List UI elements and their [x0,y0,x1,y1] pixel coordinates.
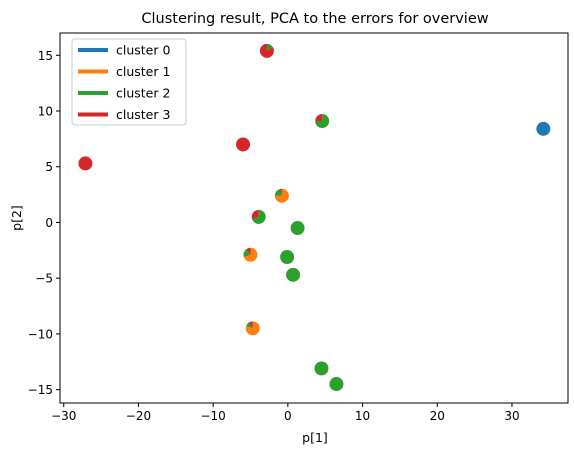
x-tick-label: 0 [284,409,292,423]
point-slice-cluster-0 [536,121,551,136]
x-tick-label: 10 [355,409,370,423]
point-slice-cluster-3 [259,43,274,58]
point-slice-cluster-3 [279,188,282,196]
point-slice-cluster-3 [248,321,253,329]
x-tick-label: −30 [51,409,76,423]
point-slice-cluster-2 [329,377,344,392]
data-point [245,321,260,336]
point-slice-cluster-2 [252,209,266,224]
data-point [290,221,305,236]
legend-box [71,38,187,126]
data-point [314,361,329,376]
point-slice-cluster-3 [236,137,251,152]
point-slice-cluster-1 [245,321,260,336]
data-point [259,43,274,58]
point-slice-cluster-2 [266,43,273,51]
chart-title: Clustering result, PCA to the errors for… [141,11,488,27]
y-tick-label: −10 [28,327,53,341]
data-point [243,247,258,262]
data-point [251,209,266,224]
y-tick-label: −15 [28,383,53,397]
point-slice-cluster-3 [315,114,323,122]
data-point [78,156,93,171]
point-slice-cluster-2 [246,322,253,329]
x-tick-label: 20 [430,409,445,423]
data-point [274,188,289,203]
point-slice-cluster-3 [251,209,259,220]
point-slice-cluster-2 [280,250,295,265]
data-point [329,377,344,392]
legend-label: cluster 0 [116,43,170,58]
x-tick-label: 30 [504,409,519,423]
data-point [280,250,295,265]
plot-frame [59,32,569,404]
point-slice-cluster-2 [315,114,330,129]
point-slice-cluster-3 [78,156,93,171]
data-point [236,137,251,152]
legend: cluster 0 cluster 1 cluster 2 cluster 3 [71,38,187,126]
y-tick-label: −5 [35,272,53,286]
legend-label: cluster 3 [116,107,170,122]
point-slice-cluster-2 [290,221,305,236]
legend-label: cluster 2 [116,86,170,101]
data-point [315,114,330,129]
y-axis: −15 −10 −5 0 5 10 15 [28,49,60,397]
x-tick-label: −10 [200,409,225,423]
y-tick-label: 15 [38,49,53,63]
legend-label: cluster 1 [116,64,170,79]
plot-area [78,43,551,392]
data-point [286,267,301,282]
x-tick-label: −20 [126,409,151,423]
point-slice-cluster-1 [243,247,258,262]
y-axis-label: p[2] [9,205,24,231]
x-axis: −30 −20 −10 0 10 20 30 [51,403,520,423]
point-slice-cluster-2 [286,267,301,282]
point-slice-cluster-2 [243,249,251,257]
y-tick-label: 10 [38,105,53,119]
y-tick-label: 5 [45,160,53,174]
point-slice-cluster-3 [246,247,251,255]
point-slice-cluster-2 [274,189,282,196]
x-axis-label: p[1] [302,430,328,445]
data-point [536,121,551,136]
y-tick-label: 0 [45,216,53,230]
point-slice-cluster-2 [314,361,329,376]
